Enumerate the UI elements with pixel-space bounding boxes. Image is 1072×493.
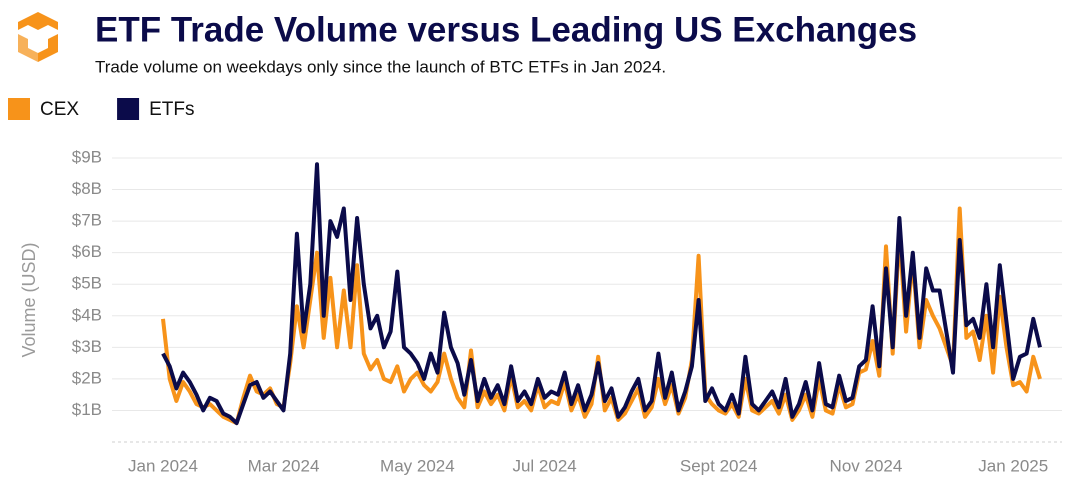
- chart-subtitle: Trade volume on weekdays only since the …: [95, 57, 666, 76]
- x-tick-label: Nov 2024: [830, 456, 903, 475]
- legend-swatch: [8, 98, 30, 120]
- y-tick-label: $1B: [72, 400, 102, 419]
- y-tick-label: $8B: [72, 179, 102, 198]
- x-tick-label: Sept 2024: [680, 456, 758, 475]
- x-tick-label: May 2024: [380, 456, 455, 475]
- x-tick-label: Jan 2025: [978, 456, 1048, 475]
- chart-title: ETF Trade Volume versus Leading US Excha…: [95, 10, 917, 49]
- y-tick-label: $9B: [72, 147, 102, 166]
- legend-swatch: [117, 98, 140, 120]
- y-tick-label: $7B: [72, 211, 102, 230]
- y-tick-label: $3B: [72, 337, 102, 356]
- logo: [18, 12, 58, 62]
- x-tick-label: Jan 2024: [128, 456, 198, 475]
- series-line: [161, 162, 1042, 426]
- x-tick-label: Mar 2024: [248, 456, 320, 475]
- y-tick-label: $4B: [72, 305, 102, 324]
- y-tick-label: $6B: [72, 242, 102, 261]
- y-tick-label: $2B: [72, 368, 102, 387]
- y-axis-label: Volume (USD): [19, 242, 39, 357]
- legend-label: ETFs: [149, 99, 194, 120]
- legend-label: CEX: [40, 99, 79, 120]
- y-tick-label: $5B: [72, 274, 102, 293]
- x-tick-label: Jul 2024: [512, 456, 576, 475]
